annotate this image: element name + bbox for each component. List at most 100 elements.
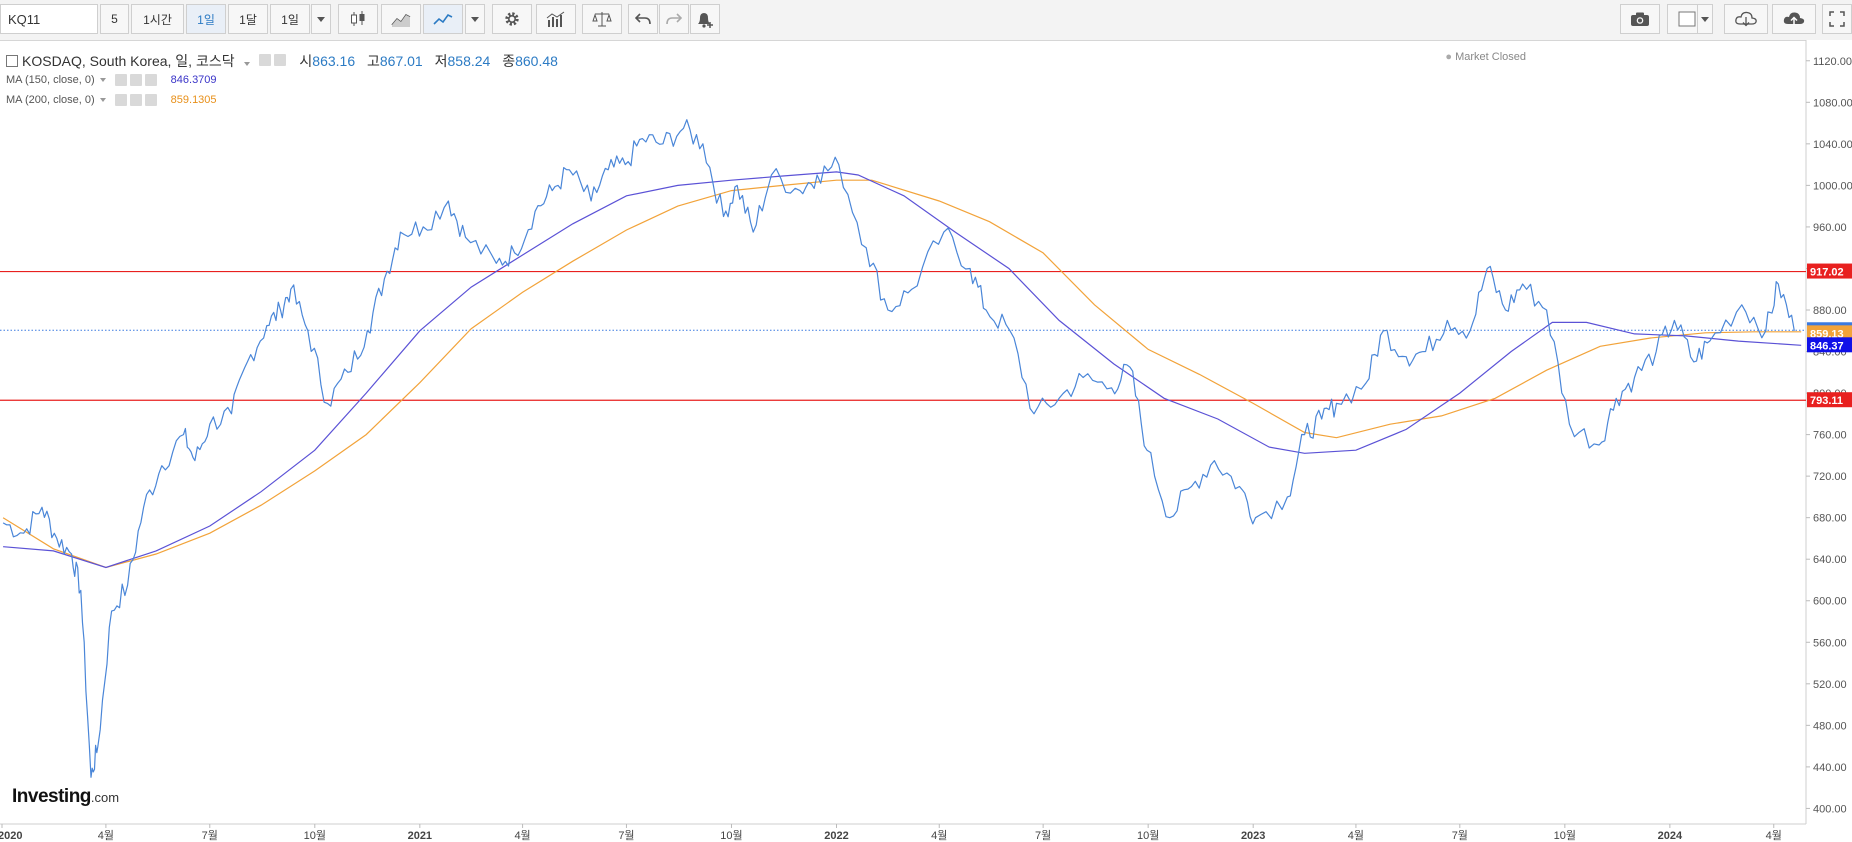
collapse-icon[interactable]	[6, 55, 18, 67]
x-tick-label: 4월	[931, 829, 947, 842]
area-chart-button[interactable]	[381, 4, 421, 34]
interval-1d-button[interactable]: 1일	[186, 4, 226, 34]
low-label: 저	[434, 53, 448, 69]
x-tick-label: 10월	[1137, 829, 1159, 842]
y-tick-label: 1080.00	[1813, 97, 1852, 109]
x-tick-label: 4월	[1766, 829, 1782, 842]
level-badge	[1807, 392, 1852, 408]
y-tick-label: 760.00	[1813, 430, 1847, 442]
interval-dropdown-button[interactable]	[311, 4, 331, 34]
ma150-value: 846.3709	[170, 74, 217, 86]
x-tick-label: 7월	[618, 829, 634, 842]
symbol-input[interactable]: KQ11	[0, 4, 98, 34]
balance-scale-icon	[592, 12, 612, 27]
interval-5-button[interactable]: 5	[100, 4, 129, 34]
y-tick-label: 400.00	[1813, 803, 1847, 815]
market-status: ● Market Closed	[1445, 51, 1526, 63]
eye-icon[interactable]	[114, 94, 127, 106]
y-tick-label: 1000.00	[1813, 180, 1852, 192]
x-tick-label: 2023	[1241, 830, 1265, 842]
logo-suffix: .com	[90, 790, 120, 805]
candlestick-button[interactable]	[338, 4, 378, 34]
close-icon[interactable]	[144, 94, 157, 106]
line-chart-button[interactable]	[423, 4, 463, 34]
undo-icon	[635, 13, 651, 25]
settings-small-icon[interactable]	[129, 94, 142, 106]
investing-logo: Investing.com	[12, 786, 119, 808]
chart-toolbar: KQ11 5 1시간 1일 1달 1일	[0, 0, 1852, 41]
x-tick-label: 7월	[1035, 829, 1051, 842]
open-label: 시	[299, 53, 313, 69]
x-tick-label: 7월	[1452, 829, 1468, 842]
x-tick-label: 4월	[514, 829, 530, 842]
chevron-down-icon[interactable]	[99, 78, 106, 82]
indicators-icon	[546, 11, 565, 27]
close-icon[interactable]	[144, 74, 157, 86]
interval-custom-button[interactable]: 1일	[270, 4, 310, 34]
alert-button[interactable]	[690, 4, 720, 34]
level-badge	[1807, 263, 1852, 279]
ma150-label: 846.37	[1810, 340, 1844, 352]
cloud-download-icon	[1735, 11, 1757, 27]
x-tick-label: 10월	[720, 829, 742, 842]
y-tick-label: 600.00	[1813, 596, 1847, 608]
x-tick-label: 2022	[824, 830, 848, 842]
save-layout-button[interactable]	[1772, 4, 1816, 34]
interval-1h-button[interactable]: 1시간	[131, 4, 184, 34]
close-label: 종	[502, 53, 516, 69]
chart-legend: KOSDAQ, South Korea, 일, 코스닥 시863.16 고867…	[6, 51, 558, 71]
ma150-label: MA (150, close, 0)	[6, 74, 95, 86]
open-value: 863.16	[312, 53, 356, 69]
screenshot-button[interactable]	[1620, 4, 1660, 34]
settings-small-icon[interactable]	[129, 74, 142, 86]
ma200-value: 859.1305	[170, 94, 217, 106]
layout-square-icon	[1678, 11, 1696, 27]
level-label: 917.02	[1810, 267, 1844, 279]
price-line	[2, 119, 1795, 778]
chevron-down-icon	[1701, 16, 1709, 22]
y-tick-label: 1120.00	[1813, 56, 1852, 68]
bell-plus-icon	[698, 13, 713, 28]
y-axis-area	[1806, 40, 1852, 842]
y-tick-label: 480.00	[1813, 720, 1847, 732]
load-layout-button[interactable]	[1724, 4, 1768, 34]
undo-button[interactable]	[628, 4, 658, 34]
high-value: 867.01	[379, 53, 423, 69]
interval-1m-button[interactable]: 1달	[228, 4, 268, 34]
x-tick-label: 4월	[1348, 829, 1364, 842]
y-tick-label: 880.00	[1813, 305, 1847, 317]
price-chart[interactable]: 400.00 440.00 480.00 520.00 560.00 600.00 640.…	[0, 40, 1852, 842]
indicators-button[interactable]	[536, 4, 576, 34]
y-tick-label: 520.00	[1813, 679, 1847, 691]
area-chart-icon	[391, 14, 411, 27]
redo-icon	[666, 13, 682, 25]
chevron-down-icon	[471, 16, 479, 22]
y-tick-label: 960.00	[1813, 222, 1847, 234]
x-tick-label: 10월	[304, 829, 326, 842]
layout-dropdown-button[interactable]	[1697, 4, 1713, 34]
low-value: 858.24	[447, 53, 491, 69]
settings-small-icon[interactable]	[273, 54, 286, 66]
ma150-legend: MA (150, close, 0) 846.3709	[6, 74, 217, 86]
x-tick-label: 2021	[408, 830, 432, 842]
y-tick-label: 440.00	[1813, 762, 1847, 774]
chart-type-dropdown-button[interactable]	[465, 4, 485, 34]
x-tick-label: 7월	[202, 829, 218, 842]
eye-icon[interactable]	[114, 74, 127, 86]
settings-button[interactable]	[492, 4, 532, 34]
chevron-down-icon	[317, 16, 325, 22]
redo-button[interactable]	[659, 4, 689, 34]
x-tick-label: 2020	[0, 830, 22, 842]
chevron-down-icon[interactable]	[99, 98, 106, 102]
x-tick-label: 4월	[98, 829, 114, 842]
ma150-badge	[1807, 337, 1852, 353]
compare-button[interactable]	[582, 4, 622, 34]
fullscreen-button[interactable]	[1822, 4, 1852, 34]
ma150-line	[3, 171, 1802, 569]
fullscreen-icon	[1829, 11, 1845, 27]
line-chart-icon	[433, 13, 453, 25]
chevron-down-icon[interactable]	[243, 62, 250, 66]
eye-icon[interactable]	[258, 54, 271, 66]
level-label: 793.11	[1810, 395, 1843, 407]
y-tick-label: 640.00	[1813, 554, 1847, 566]
